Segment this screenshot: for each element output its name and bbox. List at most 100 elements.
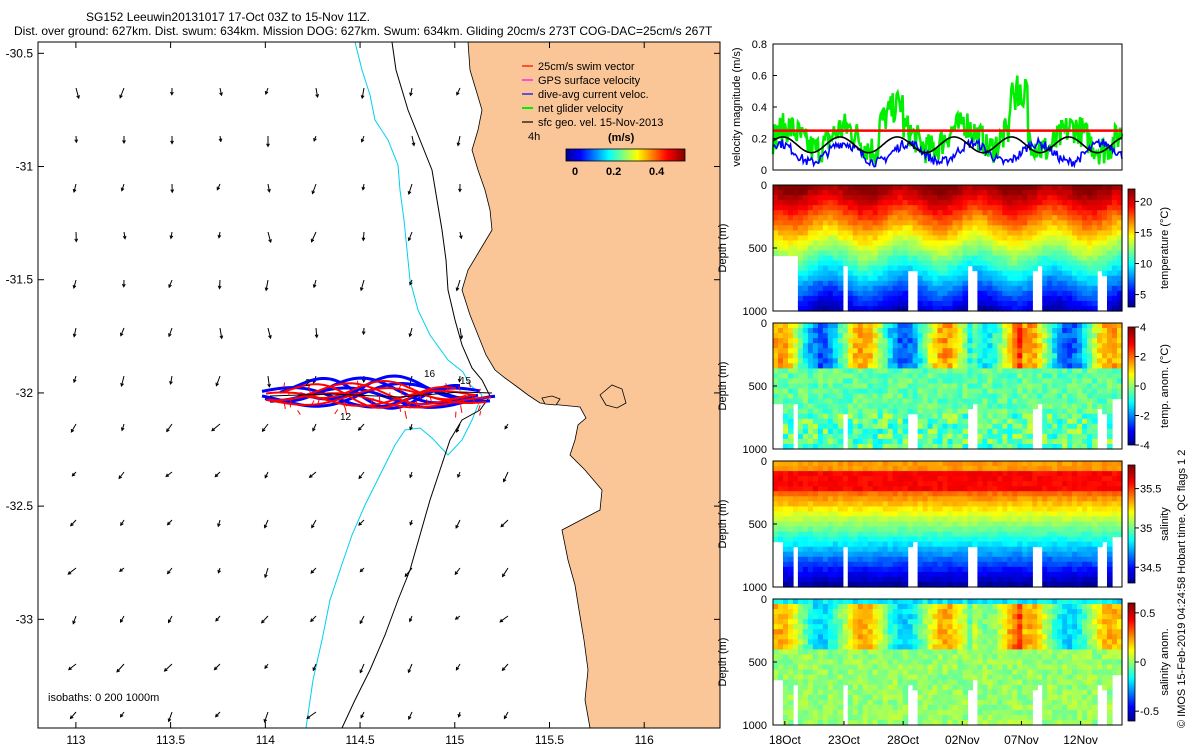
current-vector	[267, 231, 272, 244]
date-tick: 07Nov	[1004, 733, 1039, 747]
current-vector	[218, 135, 223, 143]
current-vector	[120, 423, 125, 432]
map-ytick: -32	[16, 386, 34, 400]
depth-tick: 0	[761, 318, 767, 330]
current-vector	[357, 423, 365, 431]
current-vector	[457, 711, 462, 718]
current-vector	[70, 519, 77, 527]
track-label: 16	[424, 369, 436, 380]
current-vector	[454, 567, 461, 576]
colorbar-tick: -0.5	[1140, 706, 1159, 718]
current-vector	[454, 615, 461, 620]
current-vector	[264, 87, 269, 95]
current-vector	[266, 135, 270, 148]
current-vector	[170, 87, 174, 96]
current-vector	[312, 663, 317, 672]
current-vector	[310, 231, 317, 243]
current-vector	[504, 423, 509, 430]
swim-track	[303, 379, 475, 401]
date-tick: 02Nov	[945, 733, 980, 747]
current-vector	[409, 519, 413, 526]
current-vector	[360, 711, 365, 719]
current-vector	[311, 519, 317, 529]
current-vector	[67, 663, 77, 671]
current-vector	[167, 711, 173, 723]
current-vector	[359, 567, 365, 573]
current-vector	[456, 87, 461, 96]
map-legend: 25cm/s swim vector GPS surface velocity …	[522, 61, 686, 178]
colorbar-tick: -2	[1140, 411, 1150, 423]
colorbar-label: salinity anom.	[1159, 628, 1171, 695]
current-vector	[500, 519, 509, 528]
colorbar-tick: 20	[1140, 196, 1152, 208]
current-vector	[502, 567, 509, 578]
mandurah-estuary	[599, 384, 627, 409]
current-vector	[168, 615, 173, 624]
track-labels: 2 12 15 16	[305, 369, 472, 423]
current-vector	[407, 183, 413, 195]
current-vector	[409, 87, 413, 97]
depth-ylabel: Depth (m)	[717, 362, 729, 411]
map-xtick: 115.5	[535, 733, 564, 747]
date-tick: 18Oct	[769, 733, 802, 747]
colorbar-tick: 4	[1140, 322, 1146, 334]
current-vector	[166, 423, 173, 433]
current-vector	[217, 519, 221, 528]
current-vector	[74, 135, 79, 144]
chart-title: SG152 Leeuwin20131017 17-Oct 03Z to 15-N…	[86, 10, 370, 24]
track-label: 2	[305, 378, 311, 389]
rottnest-island	[541, 395, 561, 406]
current-vector	[215, 615, 221, 622]
current-vector	[408, 711, 413, 720]
map-xtick: 115	[445, 733, 464, 747]
current-vector	[211, 423, 221, 432]
current-vector	[409, 471, 413, 479]
current-vector	[313, 135, 317, 142]
heatmap-colorbar	[1127, 602, 1136, 722]
track-label: 15	[460, 376, 472, 387]
current-vector	[311, 183, 317, 195]
depth-tick: 1000	[743, 582, 767, 594]
current-vector	[455, 279, 461, 292]
current-vector	[358, 471, 365, 480]
sfc-track	[269, 391, 493, 398]
current-vector	[409, 279, 413, 286]
current-vector	[119, 615, 125, 624]
heatmap-panel: 0 500 1000 Depth (m) 20 15 10 5 temperature (°C)	[717, 180, 1171, 318]
current-vector	[263, 711, 269, 723]
colorbar-tick: 35.5	[1140, 484, 1161, 496]
current-vector	[359, 279, 365, 292]
current-vector	[501, 663, 509, 672]
current-vector	[361, 183, 366, 191]
depth-tick: 500	[749, 381, 767, 393]
current-vector	[72, 615, 77, 625]
current-vector	[170, 183, 175, 194]
vel-ytick: 0	[761, 165, 767, 177]
swim-track	[265, 389, 477, 407]
date-tick: 12Nov	[1063, 733, 1098, 747]
current-vector	[358, 519, 365, 526]
heatmap-colorbar	[1127, 188, 1136, 308]
isobath-label: isobaths: 0 200 1000m	[48, 692, 159, 704]
cbar-tick-0: 0	[572, 166, 578, 178]
current-vector	[360, 135, 365, 143]
colorbar-tick: 2	[1140, 352, 1146, 364]
colorbar-tick: -4	[1140, 440, 1150, 452]
current-vector	[166, 519, 173, 526]
current-vector	[264, 471, 269, 479]
depth-tick: 1000	[743, 306, 767, 318]
current-vector	[261, 423, 269, 433]
current-vector	[121, 279, 126, 288]
current-vector	[219, 327, 224, 340]
current-vector	[455, 663, 461, 671]
colorbar-tick: 5	[1140, 290, 1146, 302]
current-vector	[260, 615, 269, 624]
depth-tick: 0	[761, 594, 767, 606]
cbar-tick-04: 0.4	[649, 166, 665, 178]
legend-swim: 25cm/s swim vector	[538, 61, 635, 73]
current-vector	[118, 471, 125, 480]
depth-ylabel: Depth (m)	[717, 500, 729, 549]
isobath-200m	[305, 42, 483, 728]
